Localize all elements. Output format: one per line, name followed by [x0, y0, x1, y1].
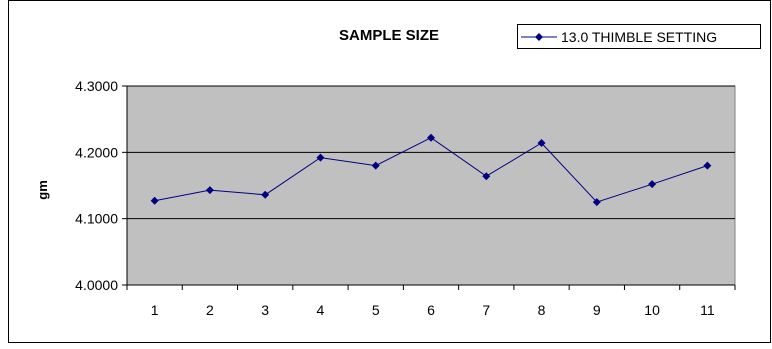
y-tick-label: 4.3000: [75, 78, 118, 94]
x-tick-label: 9: [593, 302, 601, 318]
x-tick-label: 5: [372, 302, 380, 318]
data-point-marker: [150, 196, 159, 205]
x-tick-label: 11: [700, 302, 715, 318]
grid-lines: [127, 85, 735, 220]
data-point-marker: [648, 180, 657, 189]
x-tick-label: 3: [261, 302, 269, 318]
y-tick-label: 4.1000: [75, 211, 118, 227]
data-point-marker: [592, 198, 601, 207]
series-layer: [150, 133, 712, 207]
x-tick-label: 10: [644, 302, 660, 318]
plot-area: [126, 85, 736, 286]
data-point-marker: [371, 161, 380, 170]
y-tick-labels: 4.0000 4.1000 4.2000 4.3000: [75, 78, 118, 293]
legend-box: [517, 24, 761, 49]
x-tick-label: 2: [206, 302, 214, 318]
data-point-marker: [482, 172, 491, 181]
data-point-marker: [261, 190, 270, 199]
x-tick-label: 1: [151, 302, 159, 318]
data-point-marker: [316, 153, 325, 162]
data-point-marker: [205, 186, 214, 195]
x-tick-label: 7: [482, 302, 490, 318]
x-tick-label: 8: [538, 302, 546, 318]
chart-title: SAMPLE SIZE: [339, 27, 439, 44]
legend-entry-label: 13.0 THIMBLE SETTING: [561, 29, 717, 45]
data-point-marker: [537, 139, 546, 148]
y-tick-label: 4.0000: [75, 277, 118, 293]
data-point-marker: [703, 161, 712, 170]
y-tick-label: 4.2000: [75, 144, 118, 160]
data-point-marker: [427, 133, 435, 142]
axes: [122, 85, 736, 290]
legend-marker-sample: [535, 33, 543, 41]
x-tick-labels: 1 2 3 4 5 6 7 8 9 10 11: [151, 302, 715, 318]
x-tick-label: 4: [317, 302, 325, 318]
x-tick-label: 6: [427, 302, 435, 318]
legend: 13.0 THIMBLE SETTING: [517, 24, 761, 49]
y-axis-label: gm: [35, 180, 50, 200]
